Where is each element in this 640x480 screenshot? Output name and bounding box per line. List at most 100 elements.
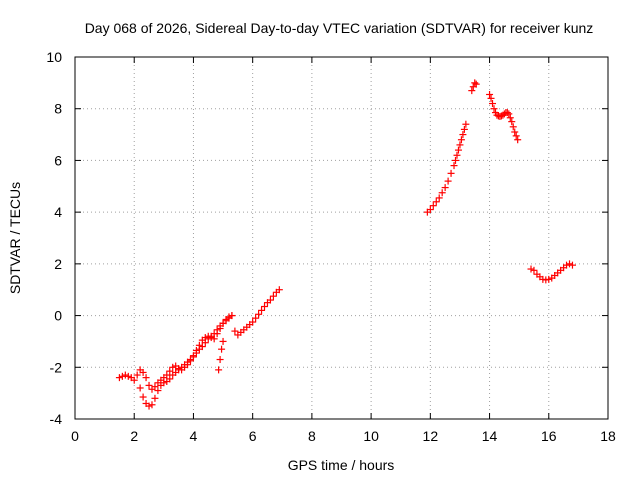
data-point: [489, 100, 497, 108]
data-point: [124, 372, 132, 380]
data-point: [115, 374, 123, 382]
data-point: [503, 109, 511, 117]
data-point: [438, 189, 446, 197]
y-tick-label: 2: [54, 256, 62, 272]
data-point: [219, 337, 227, 345]
data-point: [210, 335, 218, 343]
series-segment-1-lower-loop: [136, 312, 236, 410]
y-tick-label: 8: [54, 101, 62, 117]
data-point: [139, 393, 147, 401]
data-point: [447, 169, 455, 177]
data-point: [166, 367, 174, 375]
series-segment-3: [486, 90, 522, 144]
data-point: [512, 132, 520, 140]
data-point: [487, 94, 495, 102]
data-point: [145, 381, 153, 389]
data-point: [456, 141, 464, 149]
data-point: [225, 313, 233, 321]
y-tick-label: 0: [54, 308, 62, 324]
data-point: [457, 136, 465, 144]
x-tick-label: 14: [482, 428, 498, 444]
data-point: [493, 111, 501, 119]
plot-frame: [74, 56, 609, 420]
y-tick-label: 4: [54, 204, 62, 220]
data-point: [163, 371, 171, 379]
x-tick-labels: 0 2 4 6 8 10 12 14 16 18: [71, 428, 616, 444]
data-point: [130, 376, 138, 384]
y-tick-label: 10: [46, 49, 62, 65]
data-point: [506, 114, 514, 122]
data-point: [545, 275, 553, 283]
y-axis-title: SDTVAR / TECUs: [7, 182, 23, 294]
data-point: [530, 266, 538, 274]
data-point: [228, 312, 236, 320]
x-tick-label: 10: [363, 428, 379, 444]
data-point: [468, 87, 476, 95]
data-point: [429, 202, 437, 210]
data-point: [261, 303, 269, 311]
data-point: [275, 286, 283, 294]
data-point: [266, 296, 274, 304]
data-point: [204, 332, 212, 340]
y-tick-label: -2: [50, 359, 63, 375]
data-point: [269, 292, 277, 300]
data-point: [169, 363, 177, 371]
grid-lines: [75, 57, 608, 419]
series-segment-1-dip: [215, 337, 227, 374]
data-point: [255, 310, 263, 318]
series-segment-2-peak: [468, 79, 480, 95]
x-tick-label: 16: [541, 428, 557, 444]
data-point: [514, 136, 522, 144]
data-point: [166, 375, 174, 383]
y-tick-label: 6: [54, 152, 62, 168]
x-axis-title: GPS time / hours: [288, 457, 395, 473]
data-point: [452, 156, 460, 164]
data-point: [471, 79, 479, 87]
data-point: [186, 356, 194, 364]
data-point: [505, 110, 513, 118]
data-point: [454, 146, 462, 154]
data-point: [118, 372, 126, 380]
series-segment-4: [527, 260, 576, 284]
data-point: [444, 177, 452, 185]
data-point: [201, 334, 209, 342]
data-point: [139, 368, 147, 376]
data-point: [566, 260, 574, 268]
data-point: [453, 151, 461, 159]
data-point: [441, 184, 449, 192]
data-point: [216, 325, 224, 332]
axis-ticks: [74, 56, 609, 420]
data-point: [252, 314, 260, 322]
data-points: [115, 79, 576, 410]
data-point: [207, 334, 215, 342]
x-tick-label: 8: [308, 428, 316, 444]
x-tick-label: 2: [130, 428, 138, 444]
y-tick-labels: -4 -2 0 2 4 6 8 10: [46, 49, 62, 427]
data-point: [215, 366, 223, 374]
data-point: [249, 318, 257, 326]
data-point: [258, 306, 266, 314]
data-point: [154, 387, 162, 395]
data-point: [192, 346, 200, 354]
data-point: [563, 261, 571, 269]
y-tick-label: -4: [50, 411, 63, 427]
data-point: [216, 356, 224, 364]
data-point: [136, 384, 144, 392]
data-point: [145, 402, 153, 410]
x-tick-label: 0: [71, 428, 79, 444]
data-point: [213, 330, 221, 338]
data-point: [151, 383, 159, 391]
data-point: [568, 261, 576, 269]
data-point: [460, 125, 468, 133]
data-point: [472, 80, 480, 88]
x-tick-label: 18: [600, 428, 616, 444]
data-point: [462, 120, 470, 128]
data-point: [198, 343, 206, 351]
data-point: [527, 265, 535, 273]
data-point: [486, 90, 494, 98]
data-point: [142, 374, 150, 382]
data-point: [148, 401, 156, 409]
series-segment-1: [115, 286, 283, 393]
data-point: [490, 105, 498, 113]
data-point: [459, 131, 467, 139]
